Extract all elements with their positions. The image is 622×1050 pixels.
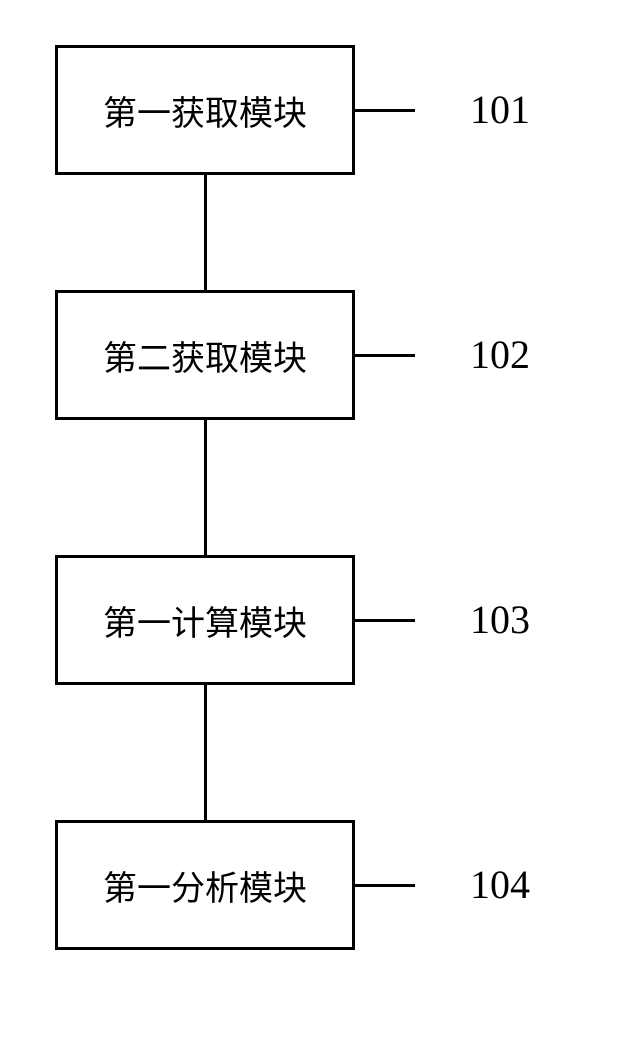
node-n1: 第一获取模块 <box>55 45 355 175</box>
ref-leader-n1 <box>355 109 415 112</box>
node-label-n1: 第一获取模块 <box>103 86 307 135</box>
ref-leader-n2 <box>355 354 415 357</box>
ref-label-n3: 103 <box>470 596 530 643</box>
ref-label-n2: 102 <box>470 331 530 378</box>
node-label-n2: 第二获取模块 <box>103 331 307 380</box>
node-n2: 第二获取模块 <box>55 290 355 420</box>
edge-n3-n4 <box>204 685 207 820</box>
ref-label-n1: 101 <box>470 86 530 133</box>
ref-leader-n4 <box>355 884 415 887</box>
node-n4: 第一分析模块 <box>55 820 355 950</box>
diagram-canvas: 第一获取模块 101 第二获取模块 102 第一计算模块 103 第一分析模块 104 <box>0 0 622 1050</box>
ref-label-n4: 104 <box>470 861 530 908</box>
edge-n2-n3 <box>204 420 207 555</box>
edge-n1-n2 <box>204 175 207 290</box>
node-n3: 第一计算模块 <box>55 555 355 685</box>
node-label-n3: 第一计算模块 <box>103 596 307 645</box>
ref-leader-n3 <box>355 619 415 622</box>
node-label-n4: 第一分析模块 <box>103 861 307 910</box>
